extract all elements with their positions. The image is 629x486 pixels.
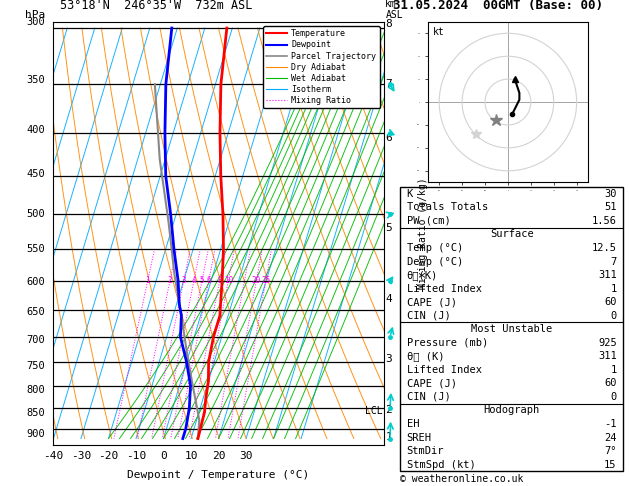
Text: Dewp (°C): Dewp (°C) [407, 257, 463, 267]
Text: 900: 900 [26, 430, 45, 439]
Text: © weatheronline.co.uk: © weatheronline.co.uk [400, 473, 523, 484]
Text: 300: 300 [26, 17, 45, 27]
Legend: Temperature, Dewpoint, Parcel Trajectory, Dry Adiabat, Wet Adiabat, Isotherm, Mi: Temperature, Dewpoint, Parcel Trajectory… [263, 26, 379, 108]
Text: 700: 700 [26, 335, 45, 345]
Text: 10: 10 [184, 451, 198, 461]
Text: 0: 0 [610, 392, 616, 402]
Text: kt: kt [433, 27, 444, 36]
Text: hPa: hPa [25, 10, 45, 20]
Text: 15: 15 [604, 460, 616, 469]
Text: CIN (J): CIN (J) [407, 392, 450, 402]
Text: 10: 10 [224, 276, 233, 285]
Text: 311: 311 [598, 270, 616, 280]
Text: 1: 1 [145, 276, 150, 285]
Text: 6: 6 [386, 133, 392, 143]
Text: 800: 800 [26, 385, 45, 395]
Text: Pressure (mb): Pressure (mb) [407, 338, 488, 348]
Text: 1: 1 [386, 433, 392, 442]
Text: 3: 3 [181, 276, 186, 285]
Text: 2: 2 [386, 405, 392, 415]
Text: LCL: LCL [365, 406, 383, 416]
Text: 7°: 7° [604, 446, 616, 456]
Text: 1: 1 [610, 284, 616, 294]
Text: 2: 2 [168, 276, 172, 285]
Text: 20: 20 [212, 451, 225, 461]
Text: θᴇ (K): θᴇ (K) [407, 351, 444, 362]
Text: CAPE (J): CAPE (J) [407, 379, 457, 388]
Text: 750: 750 [26, 361, 45, 371]
Text: Most Unstable: Most Unstable [471, 324, 552, 334]
Text: Lifted Index: Lifted Index [407, 365, 482, 375]
Text: StmDir: StmDir [407, 446, 444, 456]
Text: 0: 0 [610, 311, 616, 321]
Text: -30: -30 [71, 451, 91, 461]
Text: 311: 311 [598, 351, 616, 362]
Text: 30: 30 [604, 189, 616, 199]
Text: 3: 3 [386, 354, 392, 364]
Text: 0: 0 [160, 451, 167, 461]
Text: 1.56: 1.56 [592, 216, 616, 226]
Text: 31.05.2024  00GMT (Base: 00): 31.05.2024 00GMT (Base: 00) [393, 0, 603, 12]
Text: 850: 850 [26, 408, 45, 418]
Text: 7: 7 [610, 257, 616, 267]
Text: 53°18'N  246°35'W  732m ASL: 53°18'N 246°35'W 732m ASL [60, 0, 252, 12]
Text: 60: 60 [604, 379, 616, 388]
Text: PW (cm): PW (cm) [407, 216, 450, 226]
Text: 5: 5 [386, 223, 392, 233]
Text: CAPE (J): CAPE (J) [407, 297, 457, 307]
Text: 12.5: 12.5 [592, 243, 616, 253]
Text: 925: 925 [598, 338, 616, 348]
Text: 24: 24 [604, 433, 616, 443]
Text: Hodograph: Hodograph [484, 405, 540, 416]
Text: 450: 450 [26, 169, 45, 179]
Text: Totals Totals: Totals Totals [407, 202, 488, 212]
Text: Surface: Surface [490, 229, 533, 240]
Text: 7: 7 [386, 79, 392, 89]
Text: Lifted Index: Lifted Index [407, 284, 482, 294]
Text: 350: 350 [26, 75, 45, 85]
Text: K: K [407, 189, 413, 199]
Text: 4: 4 [386, 295, 392, 304]
Text: 25: 25 [261, 276, 270, 285]
Text: 400: 400 [26, 125, 45, 135]
Text: km
ASL: km ASL [386, 0, 403, 20]
Text: 550: 550 [26, 244, 45, 255]
Text: θᴇ(K): θᴇ(K) [407, 270, 438, 280]
Text: 4: 4 [192, 276, 196, 285]
Text: 30: 30 [240, 451, 253, 461]
Text: Temp (°C): Temp (°C) [407, 243, 463, 253]
Text: SREH: SREH [407, 433, 431, 443]
Text: 8: 8 [386, 19, 392, 29]
Text: EH: EH [407, 419, 420, 429]
Text: 500: 500 [26, 208, 45, 219]
Text: 5: 5 [199, 276, 204, 285]
Text: -40: -40 [43, 451, 64, 461]
Text: CIN (J): CIN (J) [407, 311, 450, 321]
Text: 1: 1 [610, 365, 616, 375]
Text: 60: 60 [604, 297, 616, 307]
Text: 8: 8 [217, 276, 222, 285]
Text: 20: 20 [252, 276, 261, 285]
Text: Dewpoint / Temperature (°C): Dewpoint / Temperature (°C) [128, 470, 309, 480]
Text: Mixing Ratio (g/kg): Mixing Ratio (g/kg) [418, 177, 428, 289]
Text: 6: 6 [206, 276, 211, 285]
Text: 600: 600 [26, 277, 45, 287]
Text: -20: -20 [98, 451, 119, 461]
Text: 650: 650 [26, 307, 45, 317]
Text: -1: -1 [604, 419, 616, 429]
Text: 51: 51 [604, 202, 616, 212]
Text: StmSpd (kt): StmSpd (kt) [407, 460, 476, 469]
Text: -10: -10 [126, 451, 146, 461]
